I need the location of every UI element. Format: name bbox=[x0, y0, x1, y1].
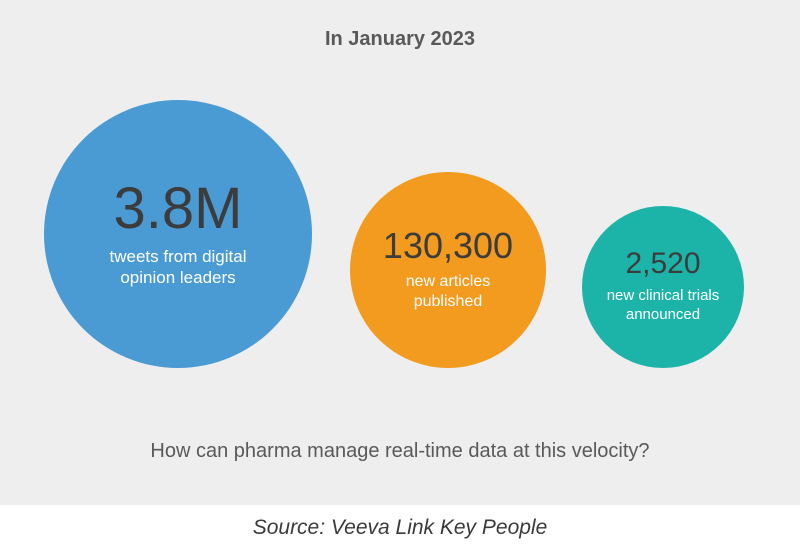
stat-circle-2: 2,520 new clinical trialsannounced bbox=[582, 206, 744, 368]
stat-value-1: 130,300 bbox=[383, 228, 513, 264]
title: In January 2023 bbox=[0, 28, 800, 51]
stat-desc-0: tweets from digitalopinion leaders bbox=[110, 246, 247, 289]
stat-value-0: 3.8M bbox=[114, 180, 243, 238]
stat-circle-0: 3.8M tweets from digitalopinion leaders bbox=[44, 100, 312, 368]
stat-desc-2: new clinical trialsannounced bbox=[607, 287, 720, 325]
stat-desc-1: new articlespublished bbox=[406, 272, 490, 312]
question-text: How can pharma manage real-time data at … bbox=[0, 440, 800, 463]
source-text: Source: Veeva Link Key People bbox=[253, 516, 548, 540]
source-bar: Source: Veeva Link Key People bbox=[0, 505, 800, 550]
infographic-canvas: In January 2023 How can pharma manage re… bbox=[0, 0, 800, 505]
stat-value-2: 2,520 bbox=[625, 249, 700, 279]
stat-circle-1: 130,300 new articlespublished bbox=[350, 172, 546, 368]
